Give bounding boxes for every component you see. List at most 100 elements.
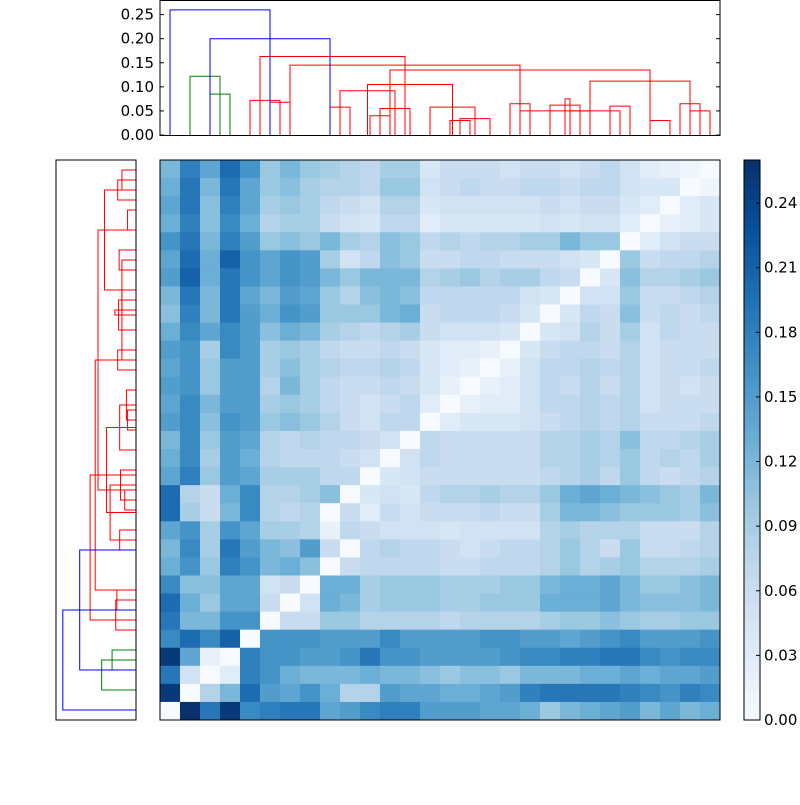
heatmap-cell: [360, 160, 381, 179]
heatmap-cell: [460, 322, 481, 342]
heatmap-cell: [540, 412, 561, 432]
colorbar-segment: [744, 204, 760, 211]
heatmap-cell: [620, 412, 641, 432]
colorbar-segment: [744, 260, 760, 267]
heatmap-cell: [540, 485, 561, 504]
heatmap-cell: [580, 593, 601, 613]
heatmap-cell: [300, 521, 321, 540]
heatmap-cell: [340, 412, 361, 432]
heatmap-cell: [680, 322, 701, 342]
heatmap-cell: [300, 701, 321, 721]
heatmap-cell: [180, 250, 201, 269]
heatmap-cell: [560, 449, 581, 468]
heatmap-cell: [260, 196, 281, 215]
heatmap-cell: [340, 449, 361, 468]
heatmap-cell: [460, 611, 481, 631]
heatmap-cell: [660, 412, 681, 432]
heatmap-cell: [400, 539, 421, 558]
colorbar-segment: [744, 680, 760, 687]
heatmap-cell: [220, 430, 241, 450]
heatmap-cell: [500, 467, 521, 486]
heatmap-cell: [600, 539, 621, 558]
heatmap-cell: [700, 449, 721, 468]
heatmap-cell: [620, 629, 641, 649]
heatmap-cell: [460, 178, 481, 197]
heatmap-cell: [420, 178, 441, 197]
heatmap-cell: [700, 521, 721, 540]
heatmap-cell: [160, 268, 181, 287]
heatmap-cell: [200, 196, 221, 215]
heatmap-cell: [540, 467, 561, 486]
heatmap-cell: [400, 647, 421, 667]
heatmap-cell: [220, 647, 241, 667]
heatmap-cell: [580, 286, 601, 306]
colorbar-tick-label: 0.09: [764, 517, 797, 535]
heatmap-cell: [580, 611, 601, 631]
heatmap-cell: [180, 575, 201, 595]
heatmap-cell: [260, 485, 281, 504]
heatmap-cell: [300, 665, 321, 685]
heatmap-cell: [360, 647, 381, 667]
heatmap-cell: [520, 412, 541, 432]
heatmap-cell: [340, 611, 361, 631]
heatmap-cell: [620, 611, 641, 631]
y-tick-label: 0.05: [121, 102, 154, 120]
heatmap-cell: [280, 232, 301, 251]
heatmap-cell: [240, 160, 261, 179]
heatmap-cell: [640, 250, 661, 269]
dendrogram-link: [189, 75, 221, 135]
heatmap-cell: [300, 250, 321, 269]
heatmap-cell: [360, 178, 381, 197]
colorbar-segment: [744, 507, 760, 514]
heatmap-cell: [220, 412, 241, 432]
heatmap-cell: [520, 196, 541, 215]
heatmap-cell: [580, 232, 601, 251]
heatmap-cell: [340, 376, 361, 396]
heatmap-cell: [500, 268, 521, 287]
heatmap-cell: [640, 647, 661, 667]
heatmap-cell: [440, 286, 461, 306]
heatmap-cell: [300, 683, 321, 703]
colorbar-tick-label: 0.12: [764, 453, 797, 471]
colorbar-segment: [744, 619, 760, 626]
heatmap-cell: [600, 160, 621, 179]
heatmap-cell: [680, 449, 701, 468]
heatmap-cell: [540, 214, 561, 233]
heatmap-cell: [400, 358, 421, 378]
heatmap-cell: [320, 557, 341, 576]
heatmap-cell: [540, 449, 561, 468]
heatmap-cell: [580, 701, 601, 721]
colorbar-segment: [744, 400, 760, 407]
heatmap-cell: [700, 178, 721, 197]
heatmap-cell: [280, 683, 301, 703]
heatmap-cell: [580, 214, 601, 233]
heatmap-cell: [640, 521, 661, 540]
colorbar-segment: [744, 574, 760, 581]
heatmap-cell: [240, 286, 261, 306]
heatmap-cell: [540, 250, 561, 269]
heatmap-cell: [620, 593, 641, 613]
heatmap-cell: [180, 412, 201, 432]
heatmap-cell: [340, 430, 361, 450]
heatmap-cell: [680, 358, 701, 378]
heatmap-cell: [320, 485, 341, 504]
heatmap-cell: [460, 503, 481, 522]
heatmap-cell: [420, 449, 441, 468]
heatmap-cell: [680, 467, 701, 486]
heatmap-cell: [640, 322, 661, 342]
heatmap-cell: [460, 593, 481, 613]
dendrogram-link: [101, 659, 136, 691]
heatmap-cell: [660, 232, 681, 251]
heatmap-cell: [440, 701, 461, 721]
heatmap-cell: [440, 539, 461, 558]
heatmap-cell: [480, 304, 501, 324]
heatmap-cell: [200, 467, 221, 486]
heatmap-cell: [600, 322, 621, 342]
heatmap-cell: [440, 214, 461, 233]
heatmap-cell: [460, 665, 481, 685]
heatmap-cell: [540, 232, 561, 251]
heatmap-cell: [300, 611, 321, 631]
colorbar-segment: [744, 535, 760, 542]
heatmap-cell: [480, 196, 501, 215]
